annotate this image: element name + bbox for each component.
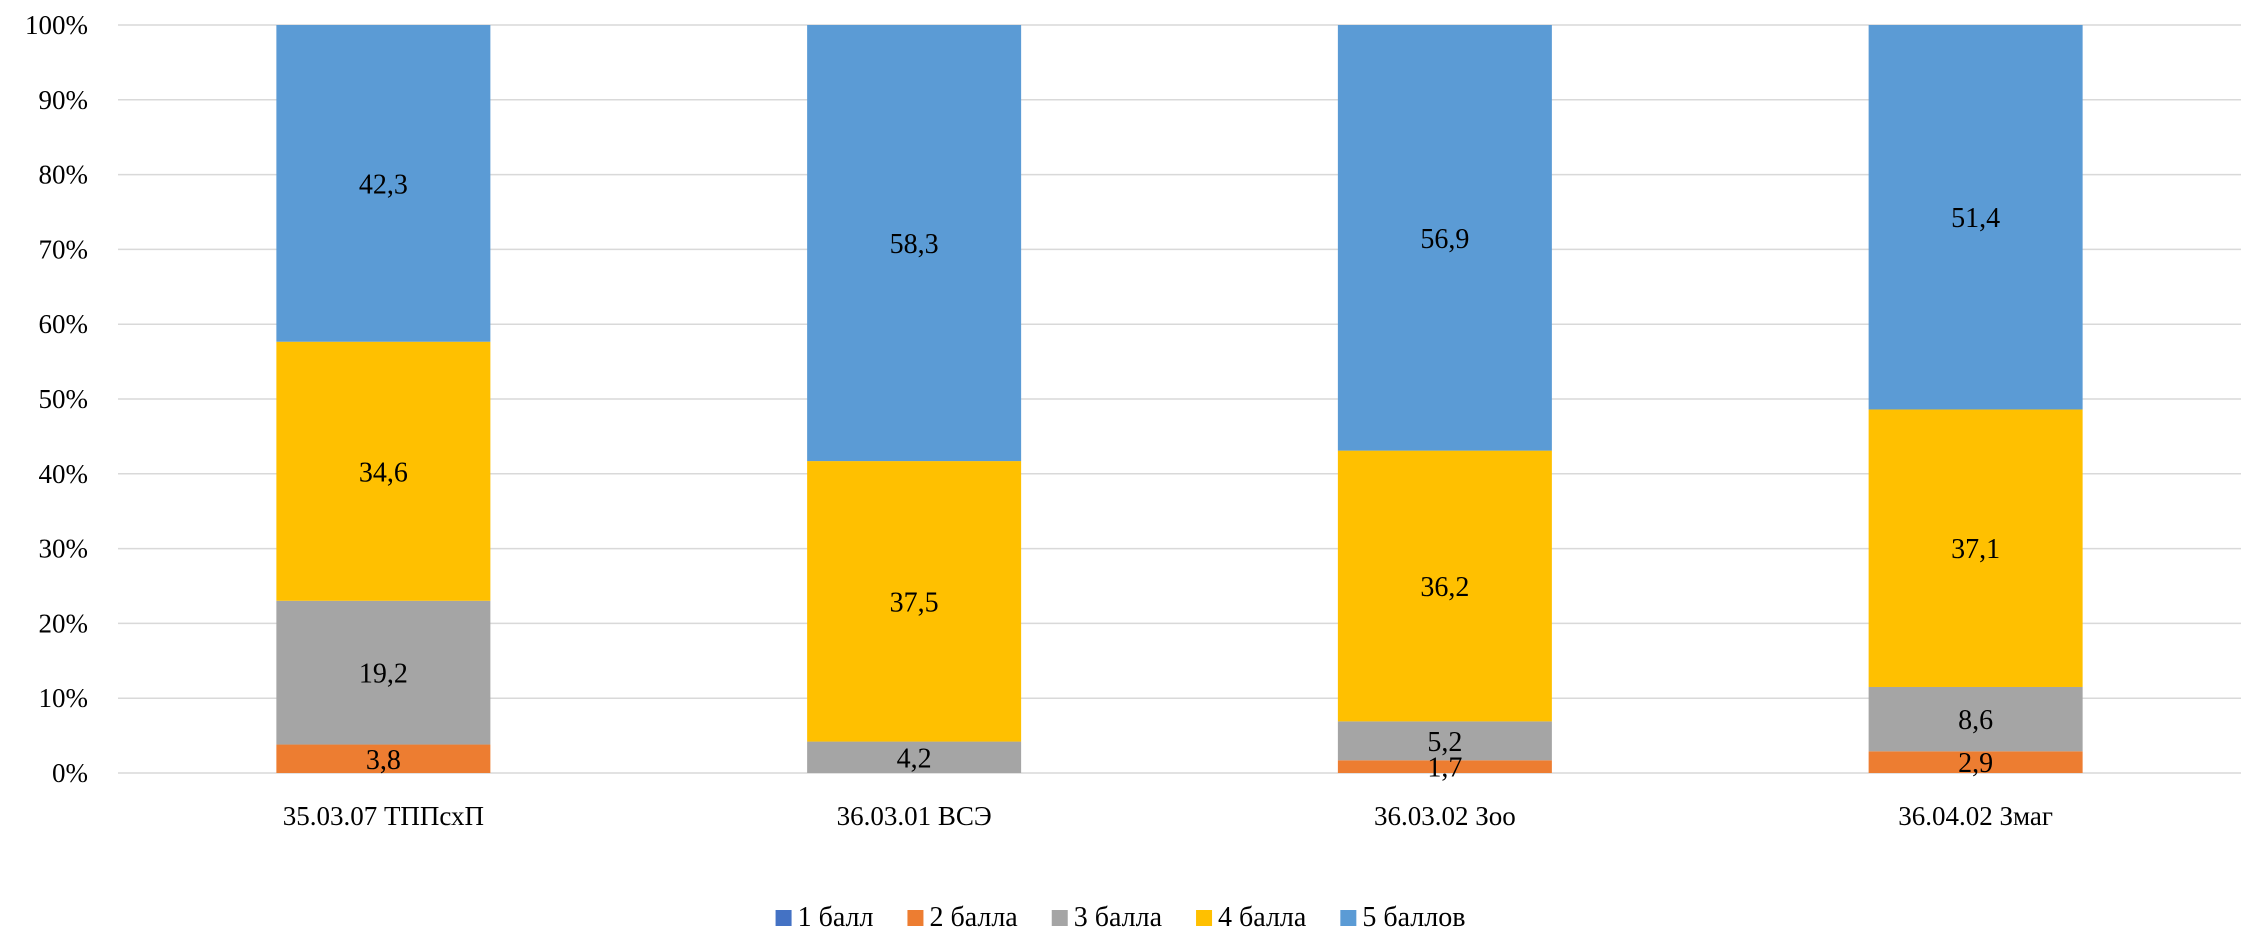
bar-segment <box>1868 25 2083 410</box>
y-tick-label: 100% <box>25 10 88 40</box>
y-tick-label: 10% <box>39 683 89 713</box>
data-label: 58,3 <box>890 229 939 260</box>
legend-swatch <box>775 910 792 926</box>
data-label: 51,4 <box>1951 203 2000 234</box>
data-label: 19,2 <box>359 659 408 690</box>
data-label: 4,2 <box>897 743 932 774</box>
data-label: 2,9 <box>1958 748 1993 779</box>
legend-swatch <box>1196 910 1213 926</box>
data-label: 5,2 <box>1427 727 1462 758</box>
x-category-label: 36.03.01 ВСЭ <box>837 801 992 831</box>
bar-segment <box>807 461 1022 742</box>
x-category-label: 36.03.02 Зоо <box>1374 801 1516 831</box>
data-label: 37,1 <box>1951 534 2000 565</box>
legend-swatch <box>1051 910 1068 926</box>
data-label: 42,3 <box>359 169 408 200</box>
bar-segment <box>807 25 1022 462</box>
y-tick-label: 30% <box>39 534 89 564</box>
data-labels: 3,8 19,2 34,6 42,3 4,2 37,5 58,3 1,75,2 36,2 56,9… <box>359 169 2000 783</box>
legend-item: 2 балла <box>907 902 1018 933</box>
y-tick-label: 50% <box>39 384 89 414</box>
y-tick-label: 80% <box>39 160 89 190</box>
y-axis-ticks: 0% 10% 20% 30% 40% 50% 60% 70% 80% 90% 100% <box>25 10 88 788</box>
legend-item: 5 баллов <box>1340 902 1465 933</box>
x-category-label: 36.04.02 Змаг <box>1898 801 2053 831</box>
data-label: 36,2 <box>1420 572 1469 603</box>
bar-segment <box>1337 760 1552 773</box>
data-label: 8,6 <box>1958 705 1993 736</box>
legend-label: 3 балла <box>1074 902 1163 933</box>
bar-segment <box>1337 450 1552 722</box>
bar-segment <box>276 341 491 601</box>
legend-item: 4 балла <box>1196 902 1307 933</box>
legend-item: 3 балла <box>1051 902 1163 933</box>
y-tick-label: 40% <box>39 459 89 489</box>
legend-label: 2 балла <box>929 902 1018 933</box>
legend-swatch <box>1340 910 1357 926</box>
legend-label: 5 баллов <box>1362 902 1465 933</box>
bar-segment <box>1868 686 2083 752</box>
bar-segment <box>276 25 491 342</box>
y-tick-label: 20% <box>39 608 89 638</box>
bar-segment <box>1337 25 1552 451</box>
data-label: 3,8 <box>366 745 401 776</box>
legend-swatch <box>907 910 924 926</box>
legend-label: 4 балла <box>1218 902 1307 933</box>
legend-label: 1 балл <box>798 902 874 933</box>
legend: 1 балл 2 балла 3 балла 4 балла 5 баллов <box>775 902 1465 933</box>
y-tick-label: 0% <box>52 758 88 788</box>
data-label: 34,6 <box>359 457 408 488</box>
bar-segment <box>807 741 1022 773</box>
bar-segment <box>1868 409 2083 687</box>
y-tick-label: 70% <box>39 234 89 264</box>
bar-segment <box>276 744 491 773</box>
bars <box>276 25 2083 773</box>
data-label: 56,9 <box>1420 224 1469 255</box>
x-category-label: 35.03.07 ТППсхП <box>283 801 484 831</box>
bar-segment <box>1868 751 2083 773</box>
y-tick-label: 60% <box>39 309 89 339</box>
x-axis-categories: 35.03.07 ТППсхП 36.03.01 ВСЭ 36.03.02 Зоо 3… <box>283 801 2053 831</box>
bar-segment <box>1337 721 1552 761</box>
legend-item: 1 балл <box>775 902 874 933</box>
y-tick-label: 90% <box>39 85 89 115</box>
data-label: 1,7 <box>1427 753 1462 784</box>
bar-segment <box>276 600 491 745</box>
data-label: 37,5 <box>890 587 939 618</box>
